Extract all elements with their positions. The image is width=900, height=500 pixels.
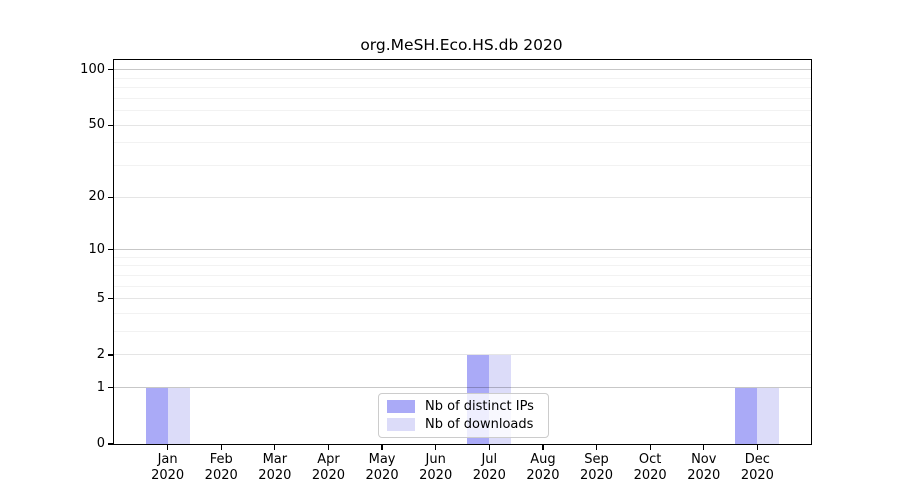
gridline-y-minor-90 [114, 77, 811, 79]
legend-swatch-distinct-ips [387, 400, 415, 413]
legend-label-downloads: Nb of downloads [425, 417, 534, 432]
legend-label-distinct-ips: Nb of distinct IPs [425, 399, 534, 414]
x-tick-label-mar: Mar 2020 [258, 452, 292, 483]
gridline-y-minor-30 [114, 165, 811, 167]
x-tick-mark-nov [703, 445, 705, 450]
y-tick-label-20: 20 [88, 189, 105, 205]
x-tick-mark-sep [595, 445, 598, 450]
y-tick-label-0: 0 [96, 436, 105, 451]
x-tick-label-jun: Jun 2020 [419, 452, 453, 483]
y-tick-label-50: 50 [88, 117, 105, 133]
x-tick-label-jul: Jul 2020 [472, 452, 506, 483]
gridline-y-20 [114, 196, 811, 198]
x-tick-mark-oct [649, 445, 651, 450]
y-tick-label-2: 2 [96, 346, 105, 362]
y-tick-label-10: 10 [88, 241, 105, 257]
y-tick-label-1: 1 [96, 379, 105, 395]
x-tick-mark-aug [542, 445, 544, 450]
gridline-y-minor-4 [114, 313, 811, 314]
gridline-y-minor-6 [114, 285, 811, 287]
x-tick-mark-jan [167, 445, 169, 450]
x-tick-mark-feb [220, 445, 222, 450]
bar-dec-distinct-ips [735, 387, 758, 444]
y-tick-mark-10 [108, 248, 113, 251]
gridline-y-2 [114, 354, 811, 356]
x-tick-label-apr: Apr 2020 [311, 452, 345, 483]
x-tick-label-feb: Feb 2020 [204, 452, 238, 483]
x-tick-label-aug: Aug 2020 [526, 452, 560, 483]
x-tick-mark-dec [756, 445, 758, 450]
y-tick-label-5: 5 [96, 290, 105, 306]
x-tick-mark-mar [274, 445, 276, 450]
y-tick-mark-1 [108, 387, 113, 389]
gridline-y-50 [114, 124, 811, 126]
x-tick-label-may: May 2020 [365, 452, 399, 483]
plot-area: 0 1 2 5 10 20 50 100 Jan 2020 Feb 2020 Mar 2020 Apr 20… [80, 59, 812, 483]
y-tick-label-100: 100 [80, 61, 105, 77]
x-tick-label-oct: Oct 2020 [633, 452, 667, 483]
bar-jan-downloads [167, 387, 190, 444]
legend-item-downloads: Nb of downloads [387, 417, 540, 432]
x-tick-mark-apr [327, 445, 330, 450]
gridline-y-10 [114, 249, 811, 251]
x-tick-mark-jul [488, 445, 490, 450]
x-tick-label-dec: Dec 2020 [740, 452, 774, 483]
x-tick-label-nov: Nov 2020 [687, 452, 721, 483]
gridline-y-100 [114, 69, 811, 71]
plot-inner: 0 1 2 5 10 20 50 100 Jan 2020 Feb 2020 Mar 2020 Apr 20… [80, 60, 811, 483]
x-tick-label-jan: Jan 2020 [151, 452, 185, 483]
y-tick-mark-20 [108, 196, 113, 198]
x-tick-mark-jun [435, 445, 437, 450]
gridline-y-1 [114, 387, 811, 389]
gridline-y-minor-7 [114, 274, 811, 276]
y-tick-mark-5 [108, 298, 113, 300]
chart-title: org.MeSH.Eco.HS.db 2020 [360, 36, 563, 54]
bar-jan-distinct-ips [145, 387, 168, 444]
legend-item-distinct-ips: Nb of distinct IPs [387, 399, 540, 414]
x-tick-mark-may [381, 445, 383, 450]
y-tick-mark-50 [108, 124, 113, 126]
y-tick-mark-100 [108, 69, 113, 71]
bar-dec-downloads [757, 387, 780, 444]
x-tick-label-sep: Sep 2020 [579, 452, 614, 483]
gridline-y-minor-8 [114, 265, 811, 267]
gridline-y-5 [114, 298, 811, 300]
gridline-y-minor-60 [114, 110, 811, 112]
y-tick-mark-0 [108, 443, 113, 445]
legend-swatch-downloads [387, 418, 415, 431]
gridline-y-minor-9 [114, 256, 811, 258]
y-tick-mark-2 [108, 354, 113, 356]
legend: Nb of distinct IPs Nb of downloads [378, 393, 549, 438]
gridline-y-minor-80 [114, 87, 811, 89]
gridline-y-minor-3 [114, 331, 811, 333]
gridline-y-minor-40 [114, 142, 811, 144]
gridline-y-minor-70 [114, 97, 811, 99]
